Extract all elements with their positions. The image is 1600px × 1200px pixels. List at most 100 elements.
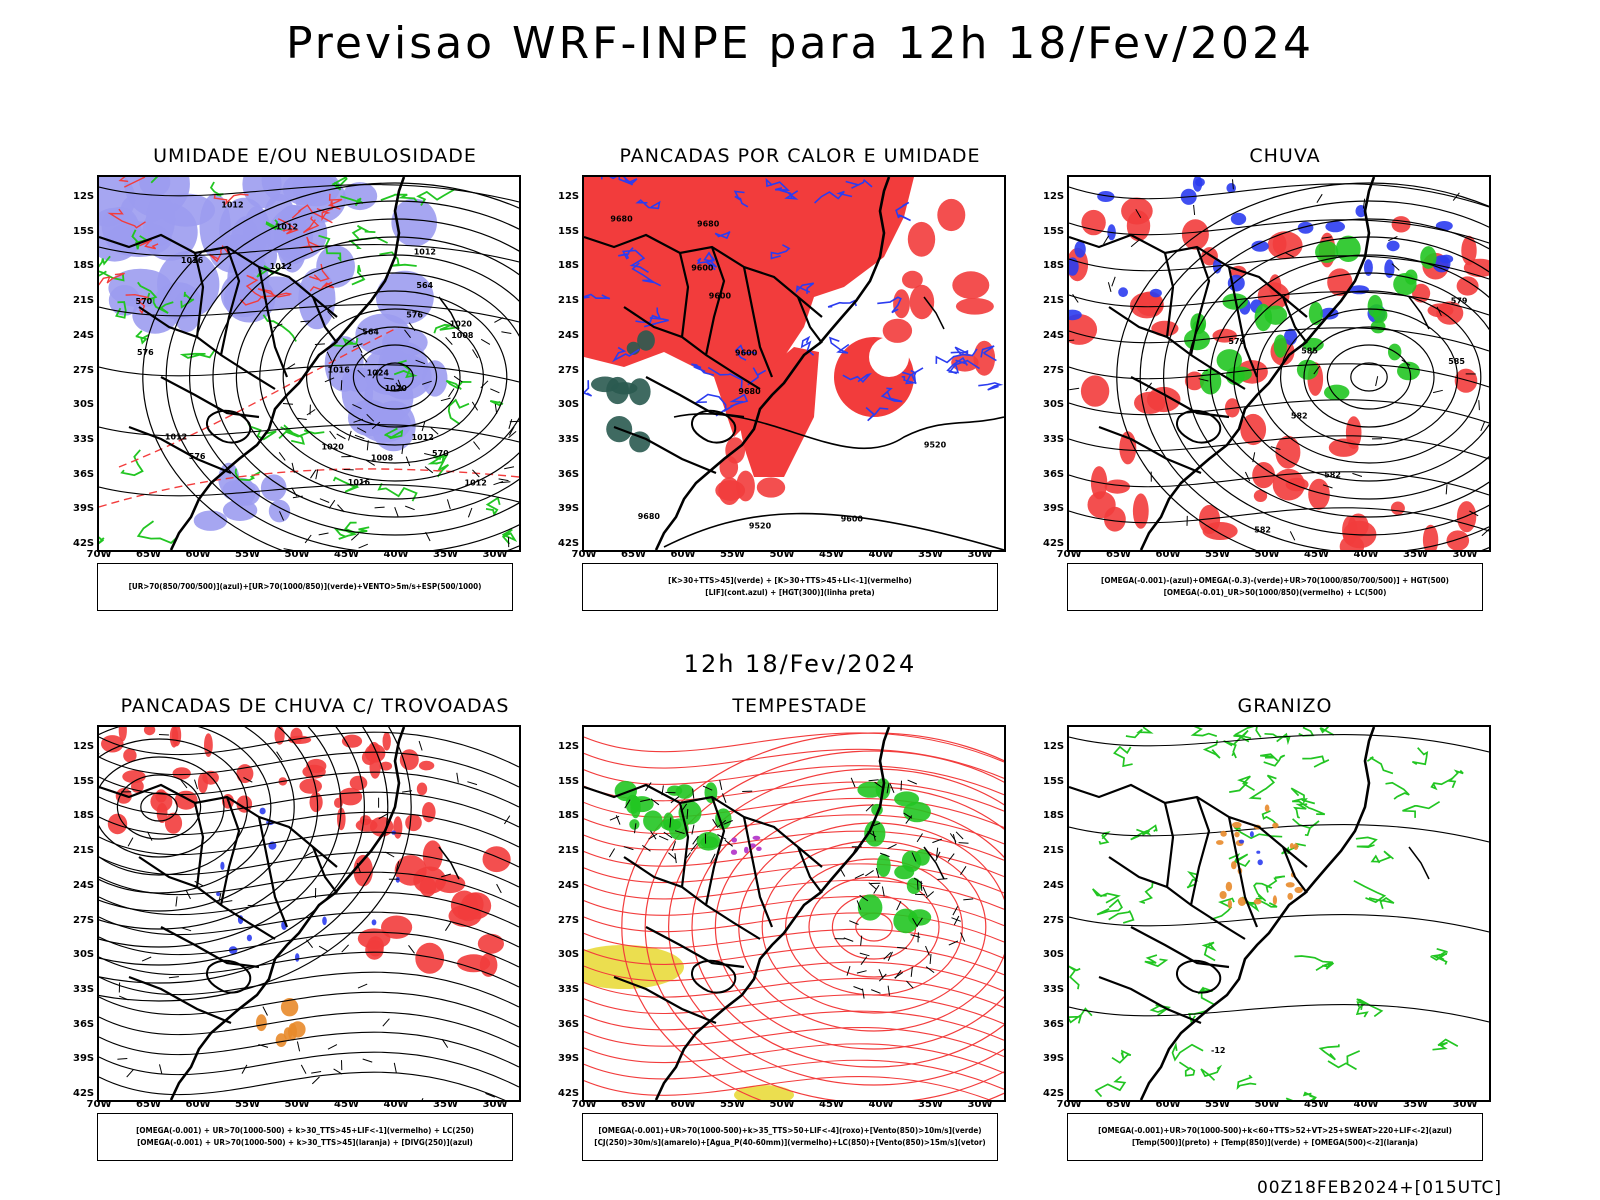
streamline-arrow [357, 983, 368, 989]
storm-area-red [349, 775, 368, 791]
geopotential-contour [1350, 362, 1388, 392]
rain-area-blue [1297, 221, 1314, 234]
wind-vector [856, 900, 862, 910]
wind-vector [648, 833, 658, 840]
rain-area-red [1456, 501, 1477, 533]
pressure-isobar [212, 236, 519, 518]
streamline-arrow [194, 880, 204, 887]
latitude-tick-label: 15S [558, 225, 580, 237]
rain-area-green [1273, 334, 1287, 358]
latitude-tick-label: 33S [1043, 433, 1065, 445]
lifted-index-contour-blue [635, 199, 661, 210]
lifted-index-contour-blue [703, 251, 716, 262]
streamline-arrow [444, 922, 452, 931]
streamline-red [584, 912, 1004, 943]
temperature-850-contour-green [1355, 836, 1378, 848]
thickness-contour-red [107, 208, 146, 229]
wind-vector [1111, 276, 1116, 287]
streamline-arrow [222, 900, 233, 903]
temperature-850-contour-green [1202, 740, 1221, 759]
lifted-index-contour-blue [734, 344, 757, 361]
wind-vector [292, 495, 303, 499]
temperature-850-contour-green [1096, 898, 1123, 916]
latitude-tick-label: 18S [558, 810, 580, 822]
humidity-contour-green [427, 453, 449, 465]
wind-vector [300, 320, 311, 323]
humidity-contour-green [332, 476, 360, 493]
wind-vector [609, 815, 620, 821]
state-border [219, 796, 241, 906]
contour-label: 9600 [735, 348, 758, 357]
wind-vector [1391, 263, 1400, 271]
panel-tempestade: TEMPESTADE [OMEGA(-0.001)+UR>70(1000-500… [558, 695, 1040, 1175]
legend-tempestade: [OMEGA(-0.001)+UR>70(1000-500)+k>35_TTS>… [582, 1113, 998, 1161]
wind-area-green [643, 810, 663, 832]
state-border [128, 425, 232, 475]
longitude-tick-label: 55W [235, 1099, 260, 1110]
state-border [160, 926, 260, 969]
streamline [99, 727, 319, 930]
lifted-index-contour-blue [779, 189, 799, 200]
rain-area-red [1272, 468, 1305, 501]
streamline [99, 727, 365, 966]
temperature-850-contour-green [1370, 850, 1394, 864]
contour-label: 570 [432, 449, 449, 458]
wind-vector [383, 377, 394, 380]
longitude-tick-label: 45W [819, 1099, 844, 1110]
wind-vector [935, 851, 941, 862]
instability-area-red [756, 477, 786, 498]
wind-vector [1316, 193, 1323, 203]
storm-area-red [172, 767, 191, 780]
streamline [99, 951, 519, 988]
hail-area-blue [1257, 859, 1263, 866]
latitude-tick-label: 12S [1043, 191, 1065, 202]
geopotential-contour [1069, 183, 1489, 208]
storm-area-red [457, 901, 479, 922]
streamline-arrow [456, 772, 459, 783]
humidity-contour-green [234, 468, 261, 482]
latitude-tick-label: 30S [1043, 399, 1065, 411]
geopotential-contour [1069, 399, 1489, 424]
coastline [1408, 846, 1430, 880]
contour-label: 582 [1254, 526, 1271, 535]
wind-vector [357, 369, 366, 378]
longitude-tick-label: 35W [1403, 549, 1428, 560]
streamline [99, 811, 519, 848]
humidity-area-blue [363, 347, 416, 395]
contour-label: 1024 [367, 369, 390, 378]
state-border [704, 796, 726, 906]
panel-title: UMIDADE E/OU NEBULOSIDADE [153, 145, 477, 167]
geopotential-contour [1139, 200, 1489, 550]
lifted-index-contour-blue [895, 201, 911, 222]
thickness-contour-red [299, 236, 320, 252]
wind-vector [508, 426, 515, 436]
temperature-850-contour-green [1411, 747, 1429, 766]
omega-area-orange [1234, 831, 1240, 838]
wind-vector [906, 980, 914, 989]
contour-label: 1016 [328, 366, 351, 375]
longitude-tick-label: 65W [1106, 549, 1131, 560]
temperature-850-contour-green [1229, 775, 1255, 793]
thickness-contour-red [213, 193, 249, 206]
longitude-tick-label: 40W [1353, 549, 1379, 560]
wind-vector [494, 317, 504, 323]
lifted-index-contour-blue [621, 249, 649, 273]
rain-area-blue [1192, 177, 1203, 192]
pressure-isobar [99, 184, 519, 203]
wind-vector [889, 783, 895, 793]
streamline-arrow [158, 734, 169, 736]
contour-label: 1012 [276, 222, 298, 231]
humidity-area-blue [422, 360, 448, 397]
storm-area-red [382, 732, 391, 751]
instability-area-green [629, 431, 651, 453]
omega-area-orange [1232, 821, 1242, 829]
longitude-tick-label: 55W [1205, 549, 1230, 560]
wind-vector [446, 499, 451, 510]
storm-area-red [422, 840, 443, 872]
rain-area-red [1308, 478, 1330, 510]
humidity-contour-green [136, 520, 179, 544]
wind-area-green [876, 853, 891, 877]
humidity-contour-green [384, 427, 404, 440]
streamline-red [584, 994, 1004, 1025]
wind-vector [493, 481, 504, 486]
